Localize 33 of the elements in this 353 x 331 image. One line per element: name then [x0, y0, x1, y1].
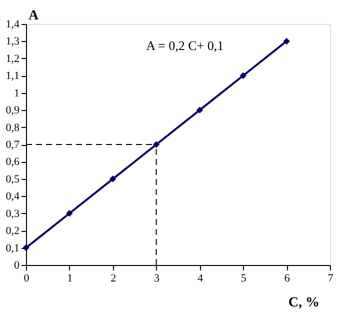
- y-tick-label: 0,5: [6, 173, 20, 186]
- point: [66, 210, 73, 217]
- x-tick-label: 5: [240, 272, 247, 284]
- point: [196, 106, 204, 114]
- point: [152, 141, 160, 148]
- y-tick-label: 0,6: [6, 156, 20, 168]
- y-tick-label: 0,7: [6, 139, 20, 151]
- x-tick-label: 3: [154, 272, 160, 284]
- x-tick-label: 6: [284, 272, 290, 284]
- point: [22, 244, 30, 252]
- y-tick-label: 0,9: [6, 104, 20, 117]
- point: [110, 176, 116, 182]
- y-tick-label: 1,1: [6, 70, 20, 82]
- y-tick-label: 1: [14, 87, 20, 100]
- y-tick-label: 0: [14, 260, 20, 272]
- point: [283, 38, 290, 45]
- y-tick-label: 0,8: [6, 122, 20, 134]
- y-tick-label: 0,4: [6, 190, 20, 203]
- x-tick-label: 7: [328, 272, 334, 284]
- y-tick-label: 0,2: [6, 225, 20, 238]
- x-tick-label: 0: [24, 272, 30, 284]
- x-tick-label: 2: [110, 272, 116, 284]
- y-tick-label: 1,2: [6, 52, 20, 65]
- x-tick-label: 1: [67, 272, 73, 284]
- y-tick-label: 1,3: [6, 36, 20, 48]
- point: [240, 72, 246, 79]
- y-tick-label: 0,3: [6, 208, 20, 220]
- y-tick-label: 0,1: [6, 242, 20, 254]
- x-axis-title: C, %: [288, 296, 320, 310]
- x-tick-label: 4: [197, 272, 204, 284]
- annotation: A = 0,2 C+ 0,1: [146, 38, 224, 53]
- y-tick-label: 1,4: [6, 18, 20, 30]
- y-axis-title: A: [28, 8, 40, 24]
